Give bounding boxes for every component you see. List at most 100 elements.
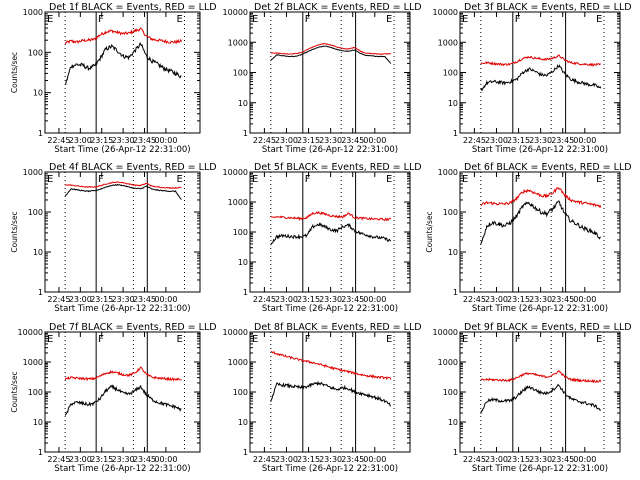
y-tick-label: 1 [38,448,43,457]
y-tick-label: 1000 [23,168,43,177]
marker-e-left: E [47,14,53,25]
y-tick-label: 10 [238,258,248,267]
x-tick-label: 23:30 [319,295,342,304]
y-tick-label: 100 [443,69,458,78]
lld-series-line [480,369,602,384]
panel-9 [459,331,621,453]
marker-e-right: E [596,174,602,185]
x-tick-label: 22:45 [47,455,70,464]
marker-e-left: E [252,174,258,185]
x-tick-label: 23:00 [69,136,92,145]
marker-f: F [515,14,521,25]
x-axis-label: Start Time (26-Apr-12 22:31:00) [262,145,398,155]
y-axis-label: Counts/sec [10,52,19,93]
y-tick-label: 1 [243,129,248,138]
lld-series-line [64,366,182,382]
marker-e-right: E [177,174,183,185]
panel-title: Det 2f BLACK = Events, RED = LLD [254,2,422,13]
panel-6 [459,171,621,293]
y-tick-label: 10000 [18,328,43,337]
y-tick-label: 1000 [438,38,458,47]
panel-title: Det 8f BLACK = Events, RED = LLD [254,322,422,333]
y-tick-label: 100 [233,388,248,397]
y-tick-label: 10 [238,418,248,427]
x-axis-label: Start Time (26-Apr-12 22:31:00) [472,304,608,314]
y-tick-label: 10 [448,248,458,257]
x-axis-label: Start Time (26-Apr-12 22:31:00) [262,464,398,474]
panel-1 [44,11,201,134]
x-tick-label: 00:00 [363,295,386,304]
x-tick-label: 23:45 [341,295,364,304]
marker-e-left: E [462,334,468,345]
x-tick-label: 00:00 [363,455,386,464]
marker-e-right: E [596,14,602,25]
x-tick-label: 23:45 [341,136,364,145]
x-axis-label: Start Time (26-Apr-12 22:31:00) [54,304,190,314]
y-tick-label: 1000 [228,358,248,367]
x-tick-label: 22:45 [463,295,486,304]
x-tick-label: 23:45 [551,455,574,464]
x-tick-label: 23:00 [275,295,298,304]
y-tick-label: 1 [38,288,43,297]
panel-2 [249,11,411,134]
x-tick-label: 23:30 [319,136,342,145]
marker-f: F [98,174,104,185]
x-tick-label: 23:15 [507,455,530,464]
y-tick-label: 10 [33,418,43,427]
y-tick-label: 1000 [23,8,43,17]
x-tick-label: 23:45 [341,455,364,464]
panel-title: Det 3f BLACK = Events, RED = LLD [464,2,632,13]
x-tick-label: 23:00 [485,136,508,145]
events-series-line [270,222,392,246]
panel-7 [44,331,201,453]
panel-title: Det 5f BLACK = Events, RED = LLD [254,162,422,173]
x-tick-label: 00:00 [154,295,177,304]
x-tick-label: 23:30 [112,455,135,464]
events-series-line [64,183,182,200]
x-tick-label: 23:15 [90,455,113,464]
y-tick-label: 10000 [433,8,458,17]
panel-title: Det 7f BLACK = Events, RED = LLD [49,322,217,333]
panel-title: Det 6f BLACK = Events, RED = LLD [464,162,632,173]
marker-e-left: E [252,14,258,25]
marker-e-left: E [252,334,258,345]
plot-frame [44,171,201,293]
y-tick-label: 100 [233,69,248,78]
x-tick-label: 23:30 [112,136,135,145]
x-tick-label: 23:45 [133,455,156,464]
y-tick-label: 1 [38,129,43,138]
y-tick-label: 1 [453,129,458,138]
events-series-line [270,45,392,64]
x-tick-label: 23:30 [529,455,552,464]
lld-series-line [480,187,602,209]
x-tick-label: 23:00 [275,136,298,145]
lld-series-line [270,350,392,381]
plot-frame [44,11,201,134]
x-tick-label: 23:30 [529,295,552,304]
y-tick-label: 100 [28,48,43,57]
x-axis-label: Start Time (26-Apr-12 22:31:00) [472,464,608,474]
lld-series-line [64,181,182,190]
y-tick-label: 100 [28,208,43,217]
events-series-line [64,384,182,416]
y-tick-label: 1000 [228,198,248,207]
panel-title: Det 4f BLACK = Events, RED = LLD [49,162,217,173]
x-tick-label: 00:00 [154,455,177,464]
x-tick-label: 23:00 [275,455,298,464]
x-tick-label: 23:30 [529,136,552,145]
x-tick-label: 22:45 [253,136,276,145]
x-tick-label: 23:15 [507,136,530,145]
marker-f: F [305,14,311,25]
x-tick-label: 23:00 [69,295,92,304]
x-tick-label: 23:15 [90,295,113,304]
panel-3 [459,11,621,134]
marker-e-right: E [386,334,392,345]
x-tick-label: 22:45 [47,136,70,145]
marker-e-left: E [462,174,468,185]
x-tick-label: 23:00 [69,455,92,464]
y-tick-label: 100 [443,388,458,397]
y-tick-label: 1 [453,448,458,457]
x-axis-label: Start Time (26-Apr-12 22:31:00) [54,145,190,155]
plot-frame [249,171,411,293]
